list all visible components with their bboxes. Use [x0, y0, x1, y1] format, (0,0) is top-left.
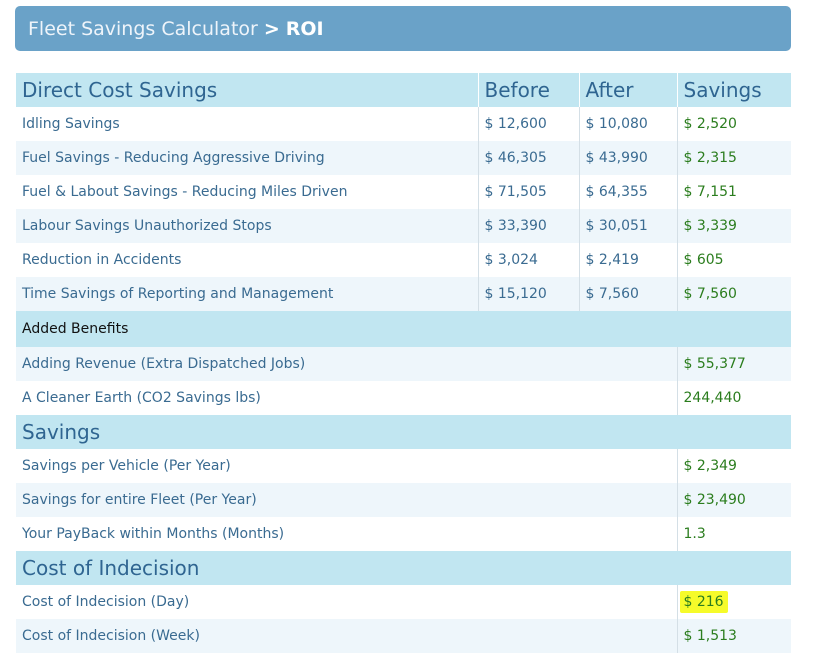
savings-value: $ 3,339: [676, 209, 791, 243]
row-label: Idling Savings: [16, 107, 478, 141]
before-value: $ 46,305: [477, 141, 579, 175]
savings-value: $ 2,349: [676, 449, 791, 483]
row-label: Fuel Savings - Reducing Aggressive Drivi…: [16, 141, 478, 175]
col-after-header: After: [578, 73, 677, 107]
after-value: $ 10,080: [578, 107, 677, 141]
roi-table: Direct Cost Savings Before After Savings…: [16, 73, 791, 653]
row-label: Savings per Vehicle (Per Year): [16, 449, 677, 483]
row-label: Labour Savings Unauthorized Stops: [16, 209, 478, 243]
table-row: Adding Revenue (Extra Dispatched Jobs) $…: [16, 347, 791, 381]
highlighted-value: $ 216: [679, 591, 728, 613]
direct-cost-title: Direct Cost Savings: [16, 73, 478, 107]
savings-value: $ 1,513: [676, 619, 791, 653]
savings-value: $ 605: [676, 243, 791, 277]
savings-value: $ 23,490: [676, 483, 791, 517]
savings-value: $ 2,315: [676, 141, 791, 175]
indecision-title: Cost of Indecision: [16, 551, 791, 585]
payback-value: 1.3: [676, 517, 791, 551]
savings-title: Savings: [16, 415, 791, 449]
after-value: $ 30,051: [578, 209, 677, 243]
page-title: ROI: [285, 17, 324, 40]
before-value: $ 15,120: [477, 277, 579, 311]
row-label: Time Savings of Reporting and Management: [16, 277, 478, 311]
savings-value: $ 7,560: [676, 277, 791, 311]
row-label: Your PayBack within Months (Months): [16, 517, 677, 551]
breadcrumb-root[interactable]: Fleet Savings Calculator: [28, 17, 258, 40]
savings-value: 244,440: [676, 381, 791, 415]
before-value: $ 33,390: [477, 209, 579, 243]
savings-value: $ 216: [676, 585, 791, 619]
table-row: Cost of Indecision (Week) $ 1,513: [16, 619, 791, 653]
row-label: Fuel & Labout Savings - Reducing Miles D…: [16, 175, 478, 209]
table-row: Cost of Indecision (Day) $ 216: [16, 585, 791, 619]
row-label: Cost of Indecision (Day): [16, 585, 677, 619]
before-value: $ 3,024: [477, 243, 579, 277]
table-row: Fuel & Labout Savings - Reducing Miles D…: [16, 175, 791, 209]
savings-value: $ 7,151: [676, 175, 791, 209]
after-value: $ 43,990: [578, 141, 677, 175]
table-row: Labour Savings Unauthorized Stops $ 33,3…: [16, 209, 791, 243]
table-row: Savings per Vehicle (Per Year) $ 2,349: [16, 449, 791, 483]
added-benefits-header-row: Added Benefits: [16, 311, 791, 347]
added-benefits-title: Added Benefits: [16, 311, 791, 347]
after-value: $ 2,419: [578, 243, 677, 277]
row-label: Reduction in Accidents: [16, 243, 478, 277]
direct-cost-header-row: Direct Cost Savings Before After Savings: [16, 73, 791, 107]
before-value: $ 71,505: [477, 175, 579, 209]
table-row: Savings for entire Fleet (Per Year) $ 23…: [16, 483, 791, 517]
table-row: A Cleaner Earth (CO2 Savings lbs) 244,44…: [16, 381, 791, 415]
table-row: Idling Savings $ 12,600 $ 10,080 $ 2,520: [16, 107, 791, 141]
indecision-header-row: Cost of Indecision: [16, 551, 791, 585]
savings-header-row: Savings: [16, 415, 791, 449]
savings-value: $ 2,520: [676, 107, 791, 141]
col-savings-header: Savings: [676, 73, 791, 107]
table-row: Fuel Savings - Reducing Aggressive Drivi…: [16, 141, 791, 175]
table-row: Time Savings of Reporting and Management…: [16, 277, 791, 311]
table-row: Your PayBack within Months (Months) 1.3: [16, 517, 791, 551]
after-value: $ 64,355: [578, 175, 677, 209]
breadcrumb-separator: >: [263, 17, 280, 40]
row-label: A Cleaner Earth (CO2 Savings lbs): [16, 381, 677, 415]
row-label: Cost of Indecision (Week): [16, 619, 677, 653]
row-label: Savings for entire Fleet (Per Year): [16, 483, 677, 517]
after-value: $ 7,560: [578, 277, 677, 311]
before-value: $ 12,600: [477, 107, 579, 141]
savings-value: $ 55,377: [676, 347, 791, 381]
col-before-header: Before: [477, 73, 579, 107]
row-label: Adding Revenue (Extra Dispatched Jobs): [16, 347, 677, 381]
breadcrumb: Fleet Savings Calculator > ROI: [15, 6, 791, 51]
table-row: Reduction in Accidents $ 3,024 $ 2,419 $…: [16, 243, 791, 277]
